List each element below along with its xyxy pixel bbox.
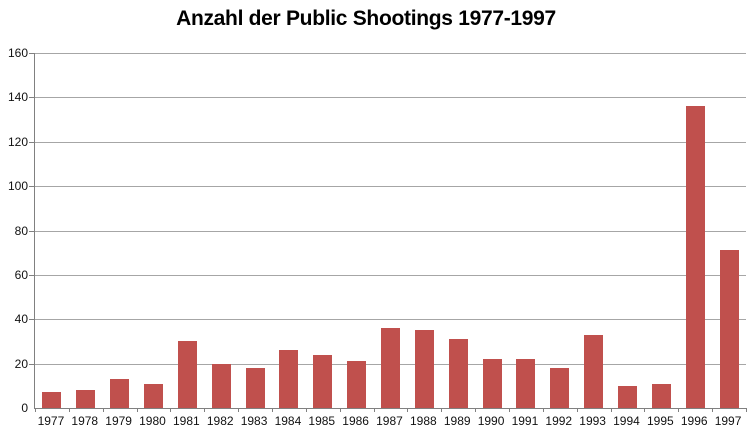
x-tick-label-1990: 1990 [477, 414, 505, 428]
x-tick-label-1997: 1997 [714, 414, 742, 428]
bar-1977 [42, 392, 62, 408]
y-axis-tick [29, 141, 35, 143]
bar-1987 [381, 328, 400, 408]
x-tick-label-1992: 1992 [545, 414, 573, 428]
gridline-80 [35, 230, 746, 232]
x-axis-tick [340, 408, 341, 412]
bar-1978 [76, 390, 96, 408]
y-axis-tick [29, 230, 35, 232]
bar-1993 [584, 334, 604, 408]
x-axis-tick [644, 408, 645, 412]
gridline-120 [35, 141, 746, 143]
y-tick-label-120: 120 [7, 134, 28, 149]
y-tick-label-20: 20 [14, 356, 28, 371]
gridline-140 [35, 97, 746, 99]
x-axis-tick [306, 408, 307, 412]
x-tick-label-1986: 1986 [342, 414, 369, 428]
x-tick-label-1983: 1983 [240, 414, 268, 428]
x-axis-tick [170, 408, 171, 412]
y-axis-tick [29, 319, 35, 321]
gridline-100 [35, 186, 746, 188]
x-tick-label-1980: 1980 [139, 414, 166, 428]
x-axis-tick [374, 408, 375, 412]
bar-1982 [211, 363, 231, 408]
y-tick-label-60: 60 [14, 267, 28, 282]
x-tick-label-1991: 1991 [511, 414, 539, 428]
y-axis-tick [29, 186, 35, 188]
x-tick-label-1984: 1984 [274, 414, 302, 428]
x-tick-label-1994: 1994 [613, 414, 640, 428]
x-axis-tick [543, 408, 544, 412]
x-tick-label-1982: 1982 [206, 414, 234, 428]
x-tick-label-1977: 1977 [37, 414, 65, 428]
x-axis-tick [238, 408, 239, 412]
y-axis-tick [29, 53, 35, 54]
bar-1997 [719, 250, 739, 408]
chart-title: Anzahl der Public Shootings 1977-1997 [176, 7, 556, 30]
gridline-60 [35, 274, 746, 276]
x-axis-tick [441, 408, 442, 412]
bar-1985 [313, 354, 333, 408]
y-axis-tick [29, 274, 35, 276]
y-tick-label-40: 40 [14, 312, 28, 327]
gridline-160 [35, 53, 746, 54]
y-axis-tick [29, 97, 35, 99]
bar-1988 [414, 330, 434, 408]
y-axis-tick [29, 363, 35, 365]
x-tick-label-1987: 1987 [376, 414, 403, 428]
x-axis-tick [103, 408, 104, 412]
x-tick-label-1981: 1981 [172, 414, 200, 428]
gridline-40 [35, 319, 746, 321]
x-tick-label-1989: 1989 [443, 414, 471, 428]
y-tick-label-160: 160 [7, 46, 28, 60]
x-axis-tick [137, 408, 138, 412]
x-axis-tick [712, 408, 713, 412]
x-axis-tick [272, 408, 273, 412]
x-axis-tick [746, 408, 747, 412]
x-axis-tick [475, 408, 476, 412]
bar-1979 [110, 379, 130, 408]
y-tick-label-140: 140 [7, 90, 28, 105]
x-tick-label-1985: 1985 [308, 414, 336, 428]
bar-1980 [144, 383, 163, 408]
x-tick-label-1995: 1995 [646, 414, 674, 428]
y-tick-label-100: 100 [7, 179, 28, 194]
bar-1994 [618, 385, 637, 408]
x-axis-tick [69, 408, 70, 412]
x-tick-label-1988: 1988 [409, 414, 437, 428]
bar-1984 [279, 350, 299, 408]
plot-area [29, 53, 747, 412]
x-axis-tick [204, 408, 205, 412]
x-axis-tick [35, 408, 36, 412]
bar-1992 [550, 368, 570, 408]
x-axis-tick [509, 408, 510, 412]
x-axis-tick [407, 408, 408, 412]
x-tick-label-1978: 1978 [71, 414, 99, 428]
bar-1991 [516, 359, 536, 408]
bar-1983 [245, 368, 265, 408]
bar-1986 [347, 361, 367, 408]
bar-1995 [651, 383, 671, 408]
x-axis-labels: 1977 1978 1979 1980 1981 1982 1983 1984 1985 1986… [34, 414, 745, 430]
y-axis-labels: 0 20 40 60 80 100 120 140 160 [0, 47, 28, 414]
x-axis-tick [577, 408, 578, 412]
bar-1989 [448, 339, 468, 408]
y-tick-label-80: 80 [14, 223, 28, 238]
bar-1996 [685, 106, 705, 408]
x-axis-tick [611, 408, 612, 412]
x-axis-tick [678, 408, 679, 412]
bar-1990 [482, 359, 502, 408]
x-tick-label-1979: 1979 [105, 414, 132, 428]
x-tick-label-1993: 1993 [579, 414, 606, 428]
bar-1981 [177, 341, 197, 408]
y-tick-label-0: 0 [21, 401, 28, 415]
x-tick-label-1996: 1996 [680, 414, 708, 428]
